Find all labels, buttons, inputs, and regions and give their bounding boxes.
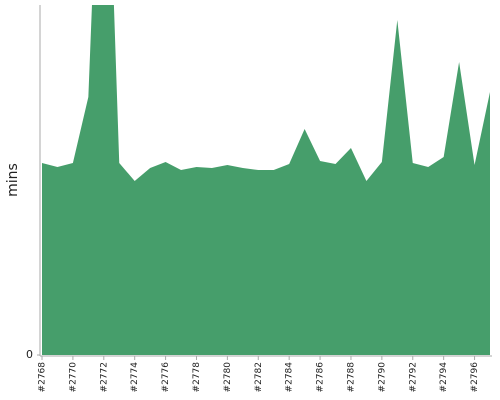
x-tick-label: #2788	[346, 362, 356, 393]
x-tick-label: #2784	[285, 362, 295, 393]
x-tick-label: #2790	[377, 362, 387, 393]
y-tick-label: 0	[26, 348, 33, 361]
x-tick-label: #2778	[192, 362, 202, 393]
area	[42, 5, 490, 355]
plot-area	[42, 5, 490, 355]
x-tick-label: #2794	[439, 362, 449, 393]
x-tick-label: #2796	[470, 362, 480, 393]
x-tick-label: #2772	[99, 362, 109, 392]
x-tick-label: #2768	[38, 362, 48, 393]
x-tick-label: #2782	[254, 362, 264, 392]
x-tick-label: #2780	[223, 362, 233, 393]
x-tick-label: #2786	[316, 362, 326, 393]
y-axis-label: mins	[5, 163, 21, 197]
x-tick-label: #2776	[161, 362, 171, 393]
x-tick-label: #2774	[130, 362, 140, 393]
x-tick-label: #2770	[68, 362, 78, 393]
x-tick-label: #2792	[408, 362, 418, 392]
